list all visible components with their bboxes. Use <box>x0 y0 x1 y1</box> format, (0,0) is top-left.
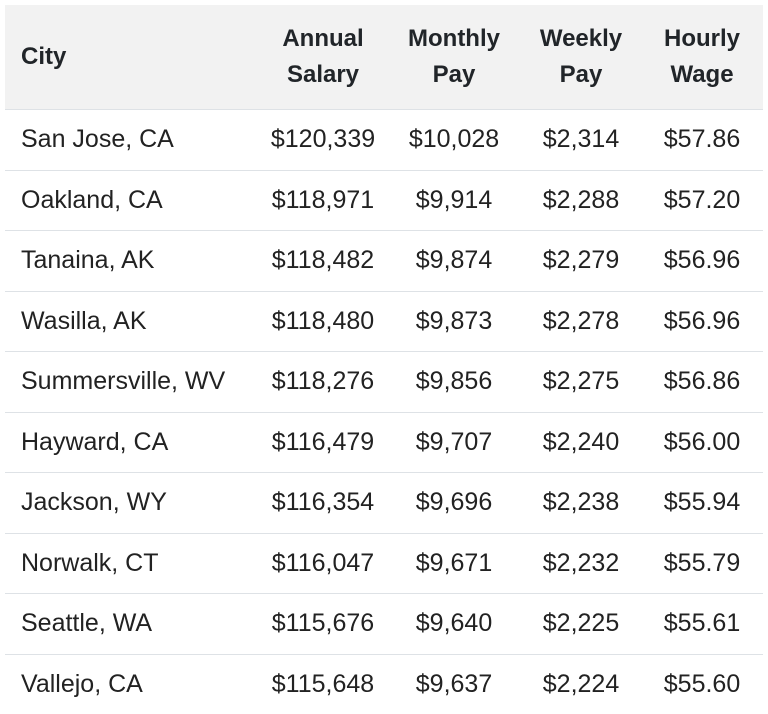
table-row: Norwalk, CT $116,047 $9,671 $2,232 $55.7… <box>5 533 763 594</box>
annual-salary-cell: $118,482 <box>259 231 387 292</box>
header-hourly-wage-line1: Hourly <box>641 21 763 57</box>
city-cell: Seattle, WA <box>5 594 259 655</box>
city-cell: Summersville, WV <box>5 352 259 413</box>
table-row: Oakland, CA $118,971 $9,914 $2,288 $57.2… <box>5 170 763 231</box>
header-annual-salary-line1: Annual <box>259 21 387 57</box>
monthly-pay-cell: $9,671 <box>387 533 521 594</box>
annual-salary-cell: $116,479 <box>259 412 387 473</box>
hourly-wage-cell: $56.86 <box>641 352 763 413</box>
annual-salary-cell: $115,676 <box>259 594 387 655</box>
annual-salary-cell: $115,648 <box>259 654 387 714</box>
weekly-pay-cell: $2,240 <box>521 412 641 473</box>
weekly-pay-cell: $2,232 <box>521 533 641 594</box>
table-row: Hayward, CA $116,479 $9,707 $2,240 $56.0… <box>5 412 763 473</box>
header-monthly-pay-line2: Pay <box>387 57 521 93</box>
table-row: Tanaina, AK $118,482 $9,874 $2,279 $56.9… <box>5 231 763 292</box>
monthly-pay-cell: $9,707 <box>387 412 521 473</box>
city-cell: Hayward, CA <box>5 412 259 473</box>
header-hourly-wage: Hourly Wage <box>641 5 763 110</box>
monthly-pay-cell: $9,696 <box>387 473 521 534</box>
hourly-wage-cell: $55.61 <box>641 594 763 655</box>
weekly-pay-cell: $2,225 <box>521 594 641 655</box>
header-row: City Annual Salary Monthly Pay Weekly Pa… <box>5 5 763 110</box>
table-row: Vallejo, CA $115,648 $9,637 $2,224 $55.6… <box>5 654 763 714</box>
monthly-pay-cell: $9,637 <box>387 654 521 714</box>
city-cell: San Jose, CA <box>5 110 259 171</box>
annual-salary-cell: $116,047 <box>259 533 387 594</box>
monthly-pay-cell: $9,640 <box>387 594 521 655</box>
header-city: City <box>5 5 259 110</box>
weekly-pay-cell: $2,314 <box>521 110 641 171</box>
annual-salary-cell: $118,971 <box>259 170 387 231</box>
monthly-pay-cell: $10,028 <box>387 110 521 171</box>
monthly-pay-cell: $9,873 <box>387 291 521 352</box>
annual-salary-cell: $116,354 <box>259 473 387 534</box>
annual-salary-cell: $120,339 <box>259 110 387 171</box>
weekly-pay-cell: $2,275 <box>521 352 641 413</box>
monthly-pay-cell: $9,874 <box>387 231 521 292</box>
weekly-pay-cell: $2,238 <box>521 473 641 534</box>
table-row: Summersville, WV $118,276 $9,856 $2,275 … <box>5 352 763 413</box>
salary-table-container: City Annual Salary Monthly Pay Weekly Pa… <box>5 5 763 714</box>
hourly-wage-cell: $55.79 <box>641 533 763 594</box>
city-cell: Wasilla, AK <box>5 291 259 352</box>
header-city-label: City <box>21 39 259 75</box>
monthly-pay-cell: $9,914 <box>387 170 521 231</box>
weekly-pay-cell: $2,278 <box>521 291 641 352</box>
header-weekly-pay-line2: Pay <box>521 57 641 93</box>
city-cell: Oakland, CA <box>5 170 259 231</box>
table-body: San Jose, CA $120,339 $10,028 $2,314 $57… <box>5 110 763 714</box>
header-hourly-wage-line2: Wage <box>641 57 763 93</box>
hourly-wage-cell: $56.96 <box>641 291 763 352</box>
weekly-pay-cell: $2,279 <box>521 231 641 292</box>
header-annual-salary-line2: Salary <box>259 57 387 93</box>
city-cell: Jackson, WY <box>5 473 259 534</box>
header-weekly-pay-line1: Weekly <box>521 21 641 57</box>
weekly-pay-cell: $2,288 <box>521 170 641 231</box>
table-row: Seattle, WA $115,676 $9,640 $2,225 $55.6… <box>5 594 763 655</box>
table-header: City Annual Salary Monthly Pay Weekly Pa… <box>5 5 763 110</box>
hourly-wage-cell: $56.96 <box>641 231 763 292</box>
header-annual-salary: Annual Salary <box>259 5 387 110</box>
header-weekly-pay: Weekly Pay <box>521 5 641 110</box>
city-cell: Tanaina, AK <box>5 231 259 292</box>
annual-salary-cell: $118,480 <box>259 291 387 352</box>
table-row: Wasilla, AK $118,480 $9,873 $2,278 $56.9… <box>5 291 763 352</box>
weekly-pay-cell: $2,224 <box>521 654 641 714</box>
hourly-wage-cell: $57.86 <box>641 110 763 171</box>
hourly-wage-cell: $55.94 <box>641 473 763 534</box>
header-monthly-pay-line1: Monthly <box>387 21 521 57</box>
table-row: San Jose, CA $120,339 $10,028 $2,314 $57… <box>5 110 763 171</box>
salary-table: City Annual Salary Monthly Pay Weekly Pa… <box>5 5 763 714</box>
header-monthly-pay: Monthly Pay <box>387 5 521 110</box>
monthly-pay-cell: $9,856 <box>387 352 521 413</box>
hourly-wage-cell: $57.20 <box>641 170 763 231</box>
table-row: Jackson, WY $116,354 $9,696 $2,238 $55.9… <box>5 473 763 534</box>
annual-salary-cell: $118,276 <box>259 352 387 413</box>
hourly-wage-cell: $56.00 <box>641 412 763 473</box>
hourly-wage-cell: $55.60 <box>641 654 763 714</box>
city-cell: Norwalk, CT <box>5 533 259 594</box>
city-cell: Vallejo, CA <box>5 654 259 714</box>
